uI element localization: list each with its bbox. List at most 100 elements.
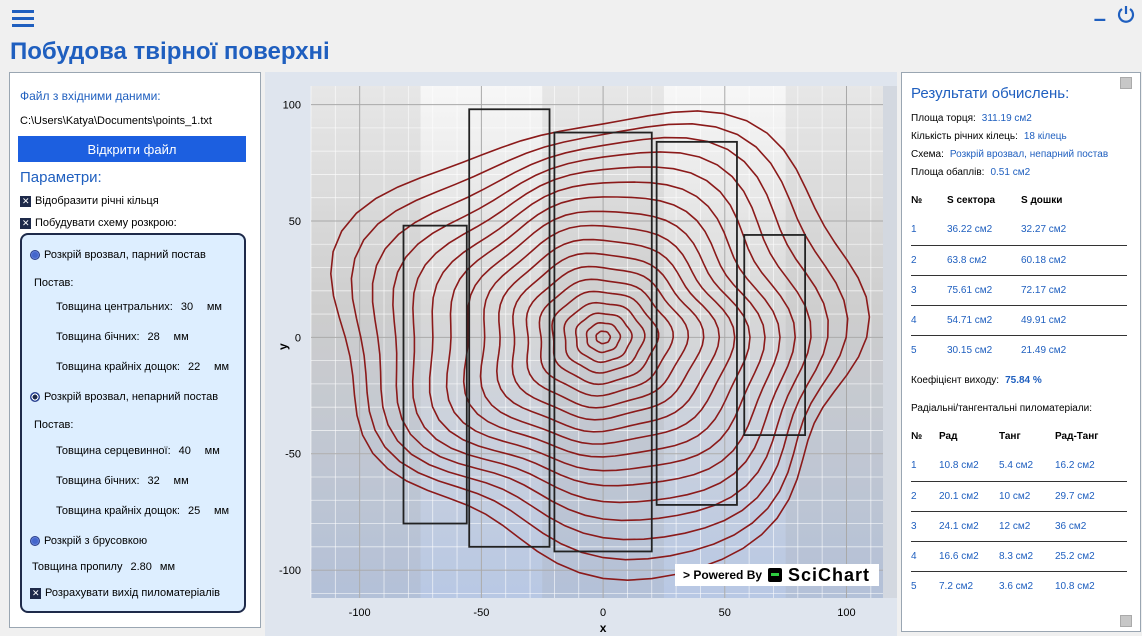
table-header: № <box>911 194 923 206</box>
build-scheme-checkbox[interactable]: Побудувати схему розкрою: <box>20 217 177 229</box>
table-cell: 10 см2 <box>999 481 1055 512</box>
table-cell: 21.49 см2 <box>1021 344 1067 356</box>
table-header: Танг <box>999 430 1021 442</box>
postav-label: Постав: <box>34 419 74 431</box>
option-odd-radio[interactable]: Розкрій врозвал, непарний постав <box>30 391 218 403</box>
table-cell: 1 <box>911 451 939 482</box>
table-cell: 8.3 см2 <box>999 541 1055 572</box>
table-row: 5 30.15 см2 21.49 см2 <box>911 335 1127 365</box>
scheme-info: Схема: Розкрій врозвал, непарний постав <box>911 149 1109 160</box>
x-axis-label: x <box>600 621 607 635</box>
table-cell: 4 <box>911 305 947 336</box>
kerf-input[interactable]: 2.80 <box>130 561 152 573</box>
ring-chart[interactable]: -100 -50 0 50 100 100 50 0 -50 -100 x y <box>265 72 897 636</box>
growth-ring <box>479 224 736 445</box>
chart-area[interactable]: -100 -50 0 50 100 100 50 0 -50 -100 x y > Powered B… <box>265 72 897 636</box>
side-thickness-input-2[interactable]: 32 <box>147 475 160 487</box>
table-cell: 10.8 см2 <box>939 451 999 482</box>
growth-ring <box>575 312 633 364</box>
scheme-options-group: Розкрій врозвал, парний постав Постав: Т… <box>20 233 246 613</box>
x-tick-label: 0 <box>600 607 606 619</box>
table-header: Рад-Танг <box>1055 430 1099 442</box>
table-cell: 12 см2 <box>999 511 1055 542</box>
board-rect <box>553 131 653 553</box>
file-label: Файл з вхідними даними: <box>20 89 161 103</box>
parameters-panel: Файл з вхідними даними: C:\Users\Katya\D… <box>9 72 261 628</box>
page-title: Побудова твірної поверхні <box>10 38 330 65</box>
core-thickness-input[interactable]: 40 <box>178 445 191 457</box>
growth-ring <box>538 278 675 397</box>
table-cell: 5 <box>911 580 917 592</box>
edge-thickness-input[interactable]: 22 <box>187 361 201 373</box>
y-axis-label: y <box>276 343 290 350</box>
area-info: Площа торця: 311.19 см2 <box>911 113 1032 124</box>
board-rect <box>743 234 807 436</box>
table-cell: 36.22 см2 <box>947 215 1021 246</box>
radio-icon <box>30 250 40 260</box>
show-rings-checkbox[interactable]: Відобразити річні кільця <box>20 195 159 207</box>
table-cell: 5.4 см2 <box>999 451 1055 482</box>
table-row: 3 24.1 см2 12 см2 36 см2 <box>911 511 1127 542</box>
scichart-logo-icon <box>768 568 783 582</box>
results-panel: Результати обчислень: Площа торця: 311.19… <box>901 72 1141 632</box>
y-tick-label: 0 <box>295 332 301 344</box>
menu-icon[interactable] <box>12 10 34 27</box>
yield-coef: Коефіцієнт виходу: 75.84 % <box>911 375 1042 386</box>
edge-thickness-input-2[interactable]: 25 <box>187 505 201 517</box>
x-tick-label: -50 <box>473 607 489 619</box>
table-row: 2 63.8 см2 60.18 см2 <box>911 245 1127 276</box>
table-cell: 5 <box>911 344 917 356</box>
grid-band <box>785 86 897 598</box>
y-tick-label: -50 <box>285 449 301 461</box>
y-tick-label: 100 <box>283 100 301 112</box>
table-cell: 29.7 см2 <box>1055 481 1127 512</box>
table-cell: 30.15 см2 <box>947 344 993 356</box>
radio-selected-icon <box>30 392 40 402</box>
open-file-button[interactable]: Відкрити файл <box>18 136 246 162</box>
table-row: 4 16.6 см2 8.3 см2 25.2 см2 <box>911 541 1127 572</box>
table-row: 4 54.71 см2 49.91 см2 <box>911 305 1127 336</box>
core-thickness-row: Товщина серцевинної: 40 мм <box>56 445 220 457</box>
growth-ring <box>595 330 612 345</box>
table-cell: 72.17 см2 <box>1021 275 1127 306</box>
table-cell: 36 см2 <box>1055 511 1127 542</box>
x-tick-label: -100 <box>349 607 371 619</box>
table-cell: 49.91 см2 <box>1021 305 1127 336</box>
table-row: 5 7.2 см2 3.6 см2 10.8 см2 <box>911 571 1127 601</box>
calc-yield-checkbox[interactable]: Розрахувати вихід пиломатеріалів <box>30 587 220 599</box>
side-thickness-input[interactable]: 28 <box>147 331 160 343</box>
option-even-radio[interactable]: Розкрій врозвал, парний постав <box>30 249 206 261</box>
table-cell: 16.2 см2 <box>1055 451 1127 482</box>
table-cell: 7.2 см2 <box>939 580 974 592</box>
growth-ring <box>428 181 781 487</box>
table-row: 1 10.8 см2 5.4 см2 16.2 см2 <box>911 451 1127 482</box>
table-cell: 24.1 см2 <box>939 511 999 542</box>
side-thickness-row: Товщина бічних: 28 мм <box>56 331 189 343</box>
postav-label: Постав: <box>34 277 74 289</box>
table-row: 2 20.1 см2 10 см2 29.7 см2 <box>911 481 1127 512</box>
scroll-up-icon[interactable] <box>1120 77 1132 89</box>
checkbox-checked-icon <box>30 587 41 599</box>
table-cell: 2 <box>911 481 939 512</box>
plot-area <box>311 86 883 598</box>
table-cell: 60.18 см2 <box>1021 245 1127 276</box>
x-tick-label: 100 <box>837 607 855 619</box>
edge-thickness-row: Товщина крайніх дощок: 22 мм <box>56 361 230 373</box>
radio-icon <box>30 536 40 546</box>
scroll-down-icon[interactable] <box>1120 615 1132 627</box>
growth-ring <box>525 265 690 409</box>
power-icon[interactable] <box>1116 4 1136 24</box>
minimize-icon[interactable]: – <box>1093 6 1106 31</box>
board-rect <box>402 224 468 525</box>
checkbox-checked-icon <box>20 195 31 207</box>
file-path: C:\Users\Katya\Documents\points_1.txt <box>20 115 212 127</box>
table-cell: 32.27 см2 <box>1021 215 1127 246</box>
params-label: Параметри: <box>20 169 102 186</box>
table-row: 3 75.61 см2 72.17 см2 <box>911 275 1127 306</box>
edge-thickness-row-2: Товщина крайніх дощок: 25 мм <box>56 505 230 517</box>
board-rect <box>655 140 738 506</box>
table-cell: 75.61 см2 <box>947 275 1021 306</box>
option-beam-radio[interactable]: Розкрій з брусовкою <box>30 535 147 547</box>
central-thickness-input[interactable]: 30 <box>180 301 194 313</box>
growth-ring <box>445 196 766 472</box>
